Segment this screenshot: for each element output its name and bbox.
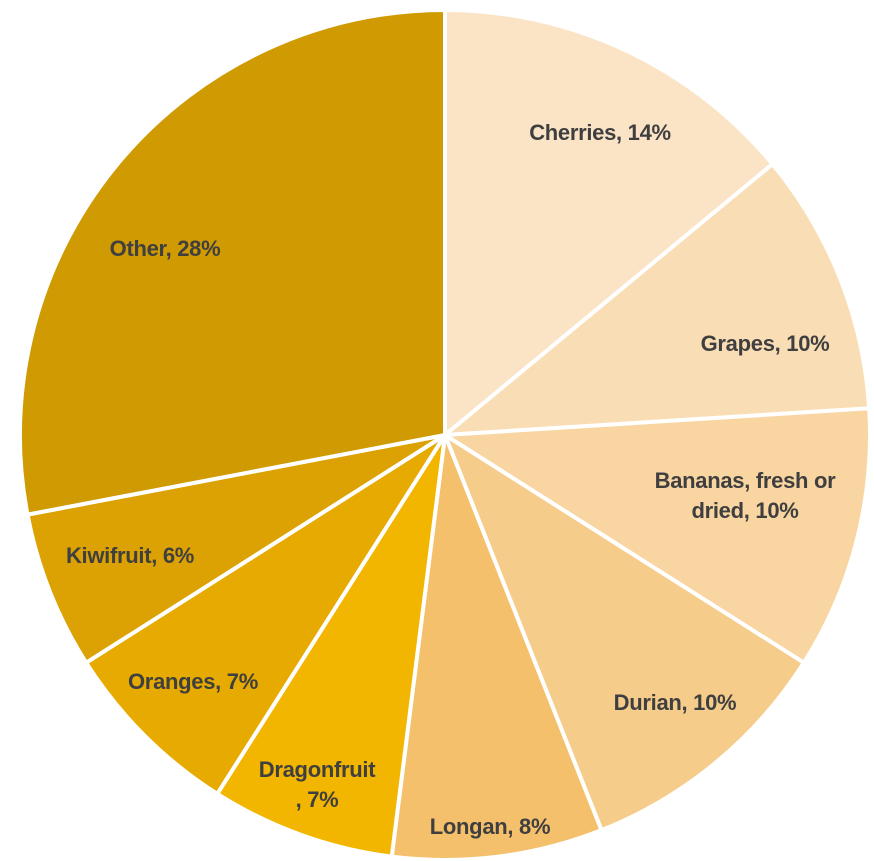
slice-label-line: dried, 10% — [691, 498, 798, 523]
slice-label-line: Longan, 8% — [430, 814, 550, 839]
slice-label-line: Other, 28% — [110, 236, 221, 261]
slice-label-oranges: Oranges, 7% — [128, 669, 258, 694]
pie-slice-dragonfruit — [215, 433, 447, 859]
slice-label-kiwifruit: Kiwifruit, 6% — [66, 543, 194, 568]
slice-label-cherries: Cherries, 14% — [529, 120, 671, 145]
pie-slice-cherries — [443, 8, 775, 437]
slice-label-bananas-fresh-or-dried: Bananas, fresh or dried, 10% — [655, 468, 836, 523]
slice-label-line: Grapes, 10% — [701, 331, 830, 356]
pie-slice-other — [18, 8, 447, 517]
slice-label-durian: Durian, 10% — [614, 690, 737, 715]
slice-label-line: , 7% — [296, 787, 339, 812]
slice-label-other: Other, 28% — [110, 236, 221, 261]
pie-slice-kiwifruit — [25, 433, 447, 665]
pie-slices — [18, 8, 872, 861]
slice-label-line: Kiwifruit, 6% — [66, 543, 194, 568]
slice-label-line: Oranges, 7% — [128, 669, 258, 694]
slice-label-line: Dragonfruit — [259, 757, 376, 782]
slice-label-line: Bananas, fresh or — [655, 468, 836, 493]
pie-slice-oranges — [84, 433, 447, 796]
pie-slice-longan — [389, 433, 604, 861]
slice-label-line: Durian, 10% — [614, 690, 737, 715]
slice-label-grapes: Grapes, 10% — [701, 331, 830, 356]
slice-label-line: Cherries, 14% — [529, 120, 671, 145]
slice-label-dragonfruit: Dragonfruit , 7% — [259, 757, 376, 812]
pie-slice-durian — [443, 433, 806, 833]
slice-label-longan: Longan, 8% — [430, 814, 550, 839]
pie-slice-bananas-fresh-or-dried — [443, 406, 872, 665]
pie-labels: Cherries, 14% Grapes, 10% Bananas, fresh o… — [66, 120, 836, 839]
pie-slice-grapes — [443, 162, 872, 437]
